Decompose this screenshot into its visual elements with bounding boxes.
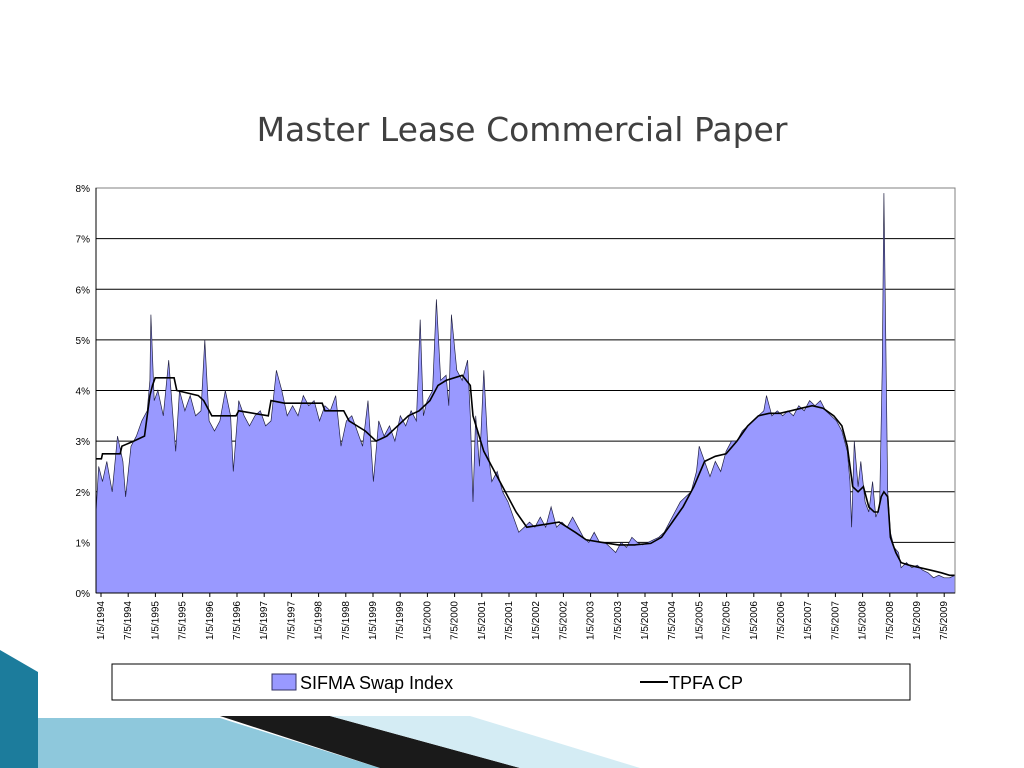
- x-tick-label: 1/5/2001: [477, 601, 488, 640]
- series-line-tpfa: [96, 374, 955, 577]
- x-tick-label: 1/5/1996: [205, 601, 216, 640]
- slide-accent-bottom: [38, 718, 380, 768]
- x-tick-label: 7/5/2009: [939, 601, 950, 640]
- y-tick-label: 6%: [76, 285, 91, 296]
- x-tick-label: 1/5/2006: [749, 601, 760, 640]
- slide-accent-light: [330, 716, 640, 768]
- y-tick-label: 2%: [76, 488, 91, 499]
- slide-title: Master Lease Commercial Paper: [256, 110, 788, 149]
- x-tick-label: 7/5/2006: [776, 601, 787, 640]
- x-tick-label: 1/5/2007: [803, 601, 814, 640]
- x-tick-label: 1/5/2002: [531, 601, 542, 640]
- x-tick-label: 7/5/2004: [667, 601, 678, 640]
- y-tick-label: 5%: [76, 336, 91, 347]
- y-tick-label: 0%: [76, 589, 91, 600]
- x-tick-label: 7/5/1996: [232, 601, 243, 640]
- y-tick-label: 4%: [76, 387, 91, 398]
- slide-accent-dark: [220, 716, 520, 768]
- x-tick-label: 7/5/2003: [613, 601, 624, 640]
- legend-label-tpfa: TPFA CP: [669, 673, 743, 693]
- x-tick-label: 1/5/1998: [314, 601, 325, 640]
- x-tick-label: 7/5/1994: [123, 601, 134, 640]
- x-tick-label: 7/5/2001: [504, 601, 515, 640]
- x-tick-label: 1/5/2005: [694, 601, 705, 640]
- x-tick-label: 1/5/2000: [422, 601, 433, 640]
- x-tick-label: 7/5/2005: [722, 601, 733, 640]
- x-tick-label: 7/5/1999: [395, 601, 406, 640]
- y-tick-label: 1%: [76, 538, 91, 549]
- legend-box: [111, 663, 911, 701]
- x-tick-label: 1/5/2003: [586, 601, 597, 640]
- x-tick-label: 1/5/1994: [96, 601, 107, 640]
- x-tick-label: 7/5/2000: [450, 601, 461, 640]
- x-tick-label: 7/5/2008: [885, 601, 896, 640]
- x-tick-label: 1/5/2009: [912, 601, 923, 640]
- x-tick-label: 7/5/1995: [178, 601, 189, 640]
- x-tick-label: 1/5/2008: [858, 601, 869, 640]
- x-tick-label: 1/5/1999: [368, 601, 379, 640]
- y-tick-label: 3%: [76, 437, 91, 448]
- x-tick-label: 7/5/2007: [830, 601, 841, 640]
- x-tick-label: 1/5/1995: [150, 601, 161, 640]
- x-tick-label: 7/5/1997: [286, 601, 297, 640]
- y-tick-label: 7%: [76, 235, 91, 246]
- x-tick-label: 7/5/2002: [558, 601, 569, 640]
- y-tick-label: 8%: [76, 184, 91, 195]
- legend-label-sifma: SIFMA Swap Index: [300, 673, 453, 693]
- x-tick-label: 1/5/1997: [259, 601, 270, 640]
- x-tick-label: 7/5/1998: [341, 601, 352, 640]
- legend-swatch-sifma: [271, 673, 297, 691]
- series-area-sifma: [95, 193, 956, 594]
- slide-accent-left: [0, 650, 38, 768]
- x-tick-label: 1/5/2004: [640, 601, 651, 640]
